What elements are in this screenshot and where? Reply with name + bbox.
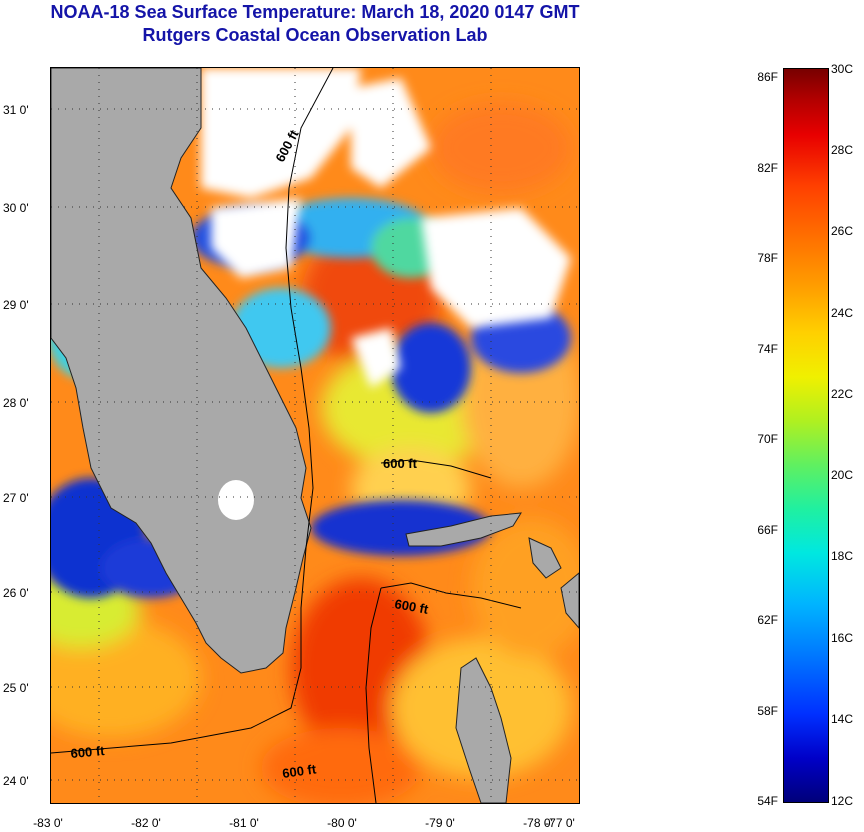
latitude-label: 29 0' xyxy=(3,298,29,312)
cool-patch xyxy=(391,323,471,413)
cloud-mass xyxy=(201,68,361,198)
latitude-label: 30 0' xyxy=(3,201,29,215)
latitude-label: 26 0' xyxy=(3,586,29,600)
isobath-bahamas-north xyxy=(380,582,522,609)
longitude-label: -77 0' xyxy=(545,816,575,830)
colorbar-celsius-label: 20C xyxy=(831,468,854,482)
colorbar-fahrenheit-label: 82F xyxy=(757,161,778,175)
colorbar-celsius-label: 14C xyxy=(831,712,854,726)
bahamas-andros xyxy=(455,657,512,803)
lake-okeechobee xyxy=(218,480,254,520)
colorbar-fahrenheit-label: 54F xyxy=(757,794,778,808)
temperature-colorbar xyxy=(783,68,829,803)
colorbar-celsius-label: 12C xyxy=(831,794,854,808)
isobath-little-bahama xyxy=(380,459,492,479)
cloud-mass xyxy=(211,198,301,278)
bahamas-grand-bahama xyxy=(405,512,522,547)
longitude-label: -79 0' xyxy=(425,816,455,830)
map-subtitle: Rutgers Coastal Ocean Observation Lab xyxy=(142,25,488,45)
map-title: NOAA-18 Sea Surface Temperature: March 1… xyxy=(50,2,580,22)
colorbar-celsius-label: 28C xyxy=(831,143,854,157)
isobath-florida xyxy=(51,68,334,754)
latitude-label: 24 0' xyxy=(3,774,29,788)
colorbar-celsius-label: 22C xyxy=(831,387,854,401)
cloud-mass xyxy=(351,78,431,188)
longitude-label: -80 0' xyxy=(327,816,357,830)
bahamas-eleuthera xyxy=(560,572,579,629)
latitude-label: 27 0' xyxy=(3,491,29,505)
cloud-mass xyxy=(421,208,571,328)
colorbar-celsius-label: 30C xyxy=(831,62,854,76)
isobath-bahamas-west xyxy=(365,587,382,803)
colorbar-fahrenheit-label: 74F xyxy=(757,342,778,356)
latitude-label: 28 0' xyxy=(3,396,29,410)
map-canvas: 600 ft 600 ft 600 ft 600 ft 600 ft xyxy=(51,68,579,803)
temperature-patch xyxy=(51,618,201,738)
longitude-label: -78 0' xyxy=(523,816,553,830)
isobath-label: 600 ft xyxy=(383,456,418,471)
longitude-label: -81 0' xyxy=(229,816,259,830)
colorbar-celsius-label: 16C xyxy=(831,631,854,645)
isobath-label: 600 ft xyxy=(70,743,106,761)
temperature-patch xyxy=(261,728,421,803)
temperature-patch xyxy=(431,103,571,193)
colorbar-fahrenheit-label: 78F xyxy=(757,251,778,265)
longitude-label: -82 0' xyxy=(131,816,161,830)
colorbar-fahrenheit-label: 66F xyxy=(757,523,778,537)
latitude-label: 25 0' xyxy=(3,681,29,695)
bahamas-abaco xyxy=(528,537,562,579)
colorbar-fahrenheit-label: 62F xyxy=(757,613,778,627)
colorbar-fahrenheit-label: 86F xyxy=(757,70,778,84)
florida-land xyxy=(51,68,312,674)
colorbar-fahrenheit-label: 58F xyxy=(757,704,778,718)
longitude-label: -83 0' xyxy=(33,816,63,830)
colorbar-celsius-label: 26C xyxy=(831,224,854,238)
colorbar-fahrenheit-label: 70F xyxy=(757,432,778,446)
isobath-label: 600 ft xyxy=(393,596,430,617)
colorbar-celsius-label: 24C xyxy=(831,306,854,320)
sea-surface-temperature-map: 600 ft 600 ft 600 ft 600 ft 600 ft xyxy=(50,67,580,804)
colorbar-celsius-label: 18C xyxy=(831,549,854,563)
latitude-label: 31 0' xyxy=(3,103,29,117)
cloud-mass xyxy=(351,328,401,388)
isobath-label: 600 ft xyxy=(281,761,317,781)
isobath-lines xyxy=(51,68,522,803)
